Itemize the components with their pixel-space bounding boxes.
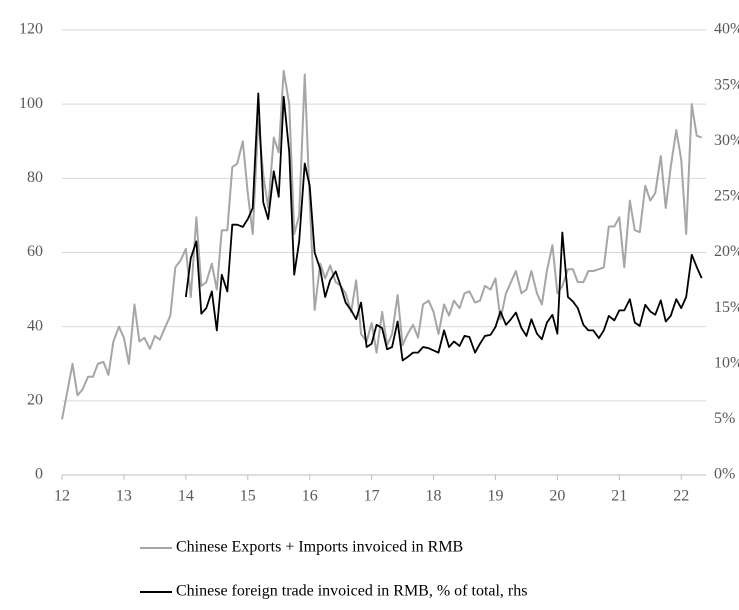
y-tick-label: 40 [27, 317, 43, 334]
x-tick-label: 21 [611, 488, 627, 505]
x-tick-label: 20 [549, 488, 565, 505]
x-tick-label: 15 [240, 488, 256, 505]
y-tick-label: 100 [19, 95, 43, 112]
legend-label: Chinese foreign trade invoiced in RMB, %… [176, 583, 527, 600]
series-line [184, 92, 703, 362]
y-tick-label: 0 [35, 466, 43, 483]
y-tick-label: 80 [27, 169, 43, 186]
x-tick-label: 19 [487, 488, 503, 505]
y2-tick-label: 15% [714, 299, 739, 316]
y2-tick-label: 5% [714, 410, 735, 427]
legend: Chinese Exports + Imports invoiced in RM… [140, 539, 527, 600]
y-tick-label: 60 [27, 243, 43, 260]
y2-tick-label: 40% [714, 21, 739, 38]
y2-tick-label: 10% [714, 354, 739, 371]
x-tick-label: 12 [54, 488, 70, 505]
legend-label: Chinese Exports + Imports invoiced in RM… [176, 539, 463, 556]
y2-tick-label: 0% [714, 466, 735, 483]
y2-tick-label: 25% [714, 188, 739, 205]
x-tick-label: 22 [673, 488, 689, 505]
x-tick-label: 18 [426, 488, 442, 505]
y2-tick-label: 20% [714, 243, 739, 260]
series-line [61, 69, 703, 420]
y2-tick-label: 35% [714, 76, 739, 93]
x-tick-label: 17 [364, 488, 380, 505]
y-tick-label: 20 [27, 392, 43, 409]
y2-tick-label: 30% [714, 132, 739, 149]
y-tick-label: 120 [19, 21, 43, 38]
x-tick-label: 14 [178, 488, 194, 505]
x-tick-label: 13 [116, 488, 132, 505]
x-tick-label: 16 [302, 488, 318, 505]
